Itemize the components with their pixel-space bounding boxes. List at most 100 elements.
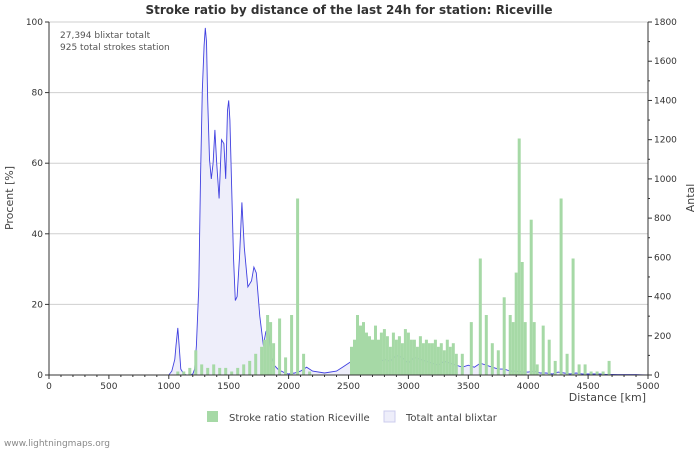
ratio-bar [368, 336, 371, 375]
ratio-bar [388, 346, 392, 375]
ratio-bar [571, 258, 575, 375]
y-axis-left-label: Procent [%] [3, 166, 16, 230]
ratio-bar [278, 318, 282, 375]
ratio-bar [517, 138, 521, 375]
ratio-bar [362, 322, 365, 375]
axes [45, 21, 652, 379]
ratio-bar [532, 322, 536, 375]
y-left-tick-label: 40 [32, 230, 44, 240]
total-strokes-series [168, 27, 649, 376]
annotation-station-strokes: 925 total strokes station [60, 43, 170, 53]
ratio-bar [424, 339, 428, 375]
ratio-bar [260, 346, 264, 375]
legend-label-station-ratio: Stroke ratio station Riceville [229, 413, 370, 424]
ratio-bar [403, 329, 407, 375]
total-strokes-area [168, 27, 649, 376]
x-axis-label: Distance [km] [569, 391, 646, 404]
ratio-bar [182, 371, 186, 375]
chart-title: Stroke ratio by distance of the last 24h… [145, 3, 552, 17]
ratio-bar [514, 272, 518, 375]
ratio-bar [439, 343, 443, 375]
ratio-bar [308, 371, 312, 375]
y-right-tick-label: 1200 [654, 136, 677, 146]
ratio-bar [523, 322, 527, 375]
ratio-bar [206, 367, 210, 375]
ratio-bar [409, 339, 413, 375]
ratio-bar [365, 332, 368, 375]
ratio-bar [248, 360, 252, 375]
y-right-tick-label: 400 [654, 293, 671, 303]
legend: Stroke ratio station Riceville Totalt an… [207, 410, 498, 424]
ratio-bar [445, 339, 449, 375]
ratio-bar [529, 219, 533, 375]
legend-swatch-total-strokes [383, 410, 396, 423]
x-tick-label: 1500 [217, 382, 240, 392]
stroke-ratio-series [176, 138, 611, 375]
ratio-bar [559, 198, 563, 375]
ratio-bar [595, 371, 599, 375]
ratio-bar [553, 360, 557, 375]
ratio-bar [478, 258, 482, 375]
gridlines [49, 21, 648, 376]
x-tick-label: 4500 [577, 382, 600, 392]
y-left-tick-label: 80 [32, 89, 44, 99]
ratio-bar [200, 364, 204, 375]
ratio-bar [547, 339, 551, 375]
tick-labels: 0 500 1000 1500 2000 2500 3000 3500 4000 4500 5000… [26, 18, 677, 392]
legend-swatch-station-ratio [207, 411, 218, 422]
ratio-bar [290, 315, 294, 375]
y-right-tick-label: 200 [654, 332, 671, 342]
ratio-bar [442, 350, 446, 375]
x-tick-label: 500 [100, 382, 117, 392]
x-tick-label: 1000 [157, 382, 180, 392]
x-tick-label: 2500 [337, 382, 360, 392]
ratio-bar [502, 297, 506, 375]
ratio-bar [224, 367, 228, 375]
y-left-tick-label: 0 [37, 371, 43, 381]
y-left-tick-label: 100 [26, 18, 43, 28]
ratio-bar [176, 371, 180, 375]
ratio-bar [469, 322, 473, 375]
legend-label-total-strokes: Totalt antal blixtar [405, 413, 498, 424]
ratio-bar [236, 367, 240, 375]
y-right-tick-label: 1800 [654, 18, 677, 28]
ratio-bar [400, 343, 404, 375]
ratio-bar [508, 315, 512, 375]
y-right-tick-label: 0 [654, 371, 660, 381]
y-right-tick-label: 1000 [654, 175, 677, 185]
x-tick-label: 0 [46, 382, 52, 392]
ratio-bar [535, 364, 539, 375]
x-tick-label: 3500 [457, 382, 480, 392]
ratio-bar [356, 315, 359, 375]
ratio-bar [263, 339, 267, 375]
ratio-bar [212, 364, 216, 375]
site-credit: www.lightningmaps.org [4, 439, 110, 449]
ratio-bar [359, 325, 362, 375]
x-tick-label: 4000 [517, 382, 540, 392]
ratio-bar [391, 332, 395, 375]
ratio-bar [353, 339, 356, 375]
ratio-bar [377, 339, 380, 375]
ratio-bar [296, 198, 300, 375]
ratio-bar [454, 353, 458, 375]
y-right-tick-label: 1600 [654, 57, 677, 67]
ratio-bar [415, 346, 419, 375]
ratio-bar [430, 343, 434, 375]
ratio-bar [427, 343, 431, 375]
y-right-tick-label: 800 [654, 214, 671, 224]
ratio-bar [451, 343, 455, 375]
annotation-total-strokes: 27,394 blixtar totalt [60, 31, 151, 41]
ratio-bar [460, 353, 464, 375]
ratio-bar [433, 339, 437, 375]
ratio-bar [484, 315, 488, 375]
y-right-tick-label: 1400 [654, 96, 677, 106]
ratio-bar [565, 353, 569, 375]
ratio-bar [541, 325, 545, 375]
ratio-bar [490, 343, 494, 375]
ratio-bar [272, 343, 276, 375]
y-right-tick-label: 600 [654, 253, 671, 263]
ratio-bar [218, 367, 222, 375]
ratio-bar [385, 336, 389, 375]
ratio-bar [374, 325, 377, 375]
